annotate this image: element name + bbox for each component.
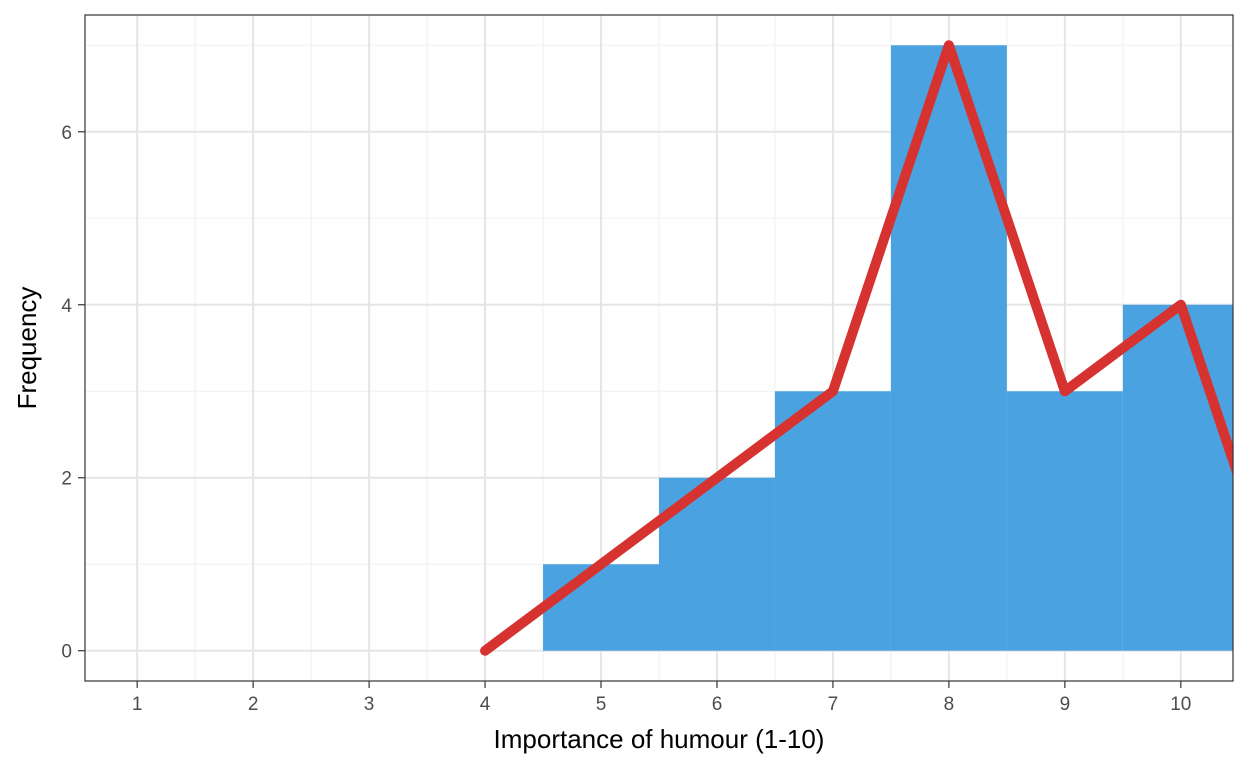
histogram-bar — [543, 564, 659, 651]
y-axis-title: Frequency — [12, 287, 42, 410]
frequency-line — [480, 40, 1233, 656]
x-tick-label: 7 — [828, 694, 839, 715]
x-tick-label: 2 — [248, 694, 259, 715]
panel-border — [84, 14, 1234, 682]
y-tick-label: 2 — [61, 469, 72, 490]
histogram-bar — [1006, 391, 1123, 651]
x-tick-label: 3 — [364, 694, 375, 715]
x-tick-label: 5 — [596, 694, 607, 715]
y-tick-label: 4 — [61, 296, 72, 317]
y-tick-label: 0 — [61, 642, 72, 663]
y-tick-label: 6 — [61, 123, 72, 144]
histogram-bar — [890, 45, 1007, 651]
y-axis: 0 2 4 6 — [61, 123, 85, 663]
x-tick-label: 8 — [944, 694, 955, 715]
histogram-bar — [774, 391, 891, 651]
x-axis: 1 2 3 4 5 6 7 8 9 10 — [132, 681, 1191, 715]
x-tick-label: 4 — [480, 694, 491, 715]
frequency-polygon — [480, 40, 1233, 656]
histogram-bar — [1122, 304, 1233, 651]
x-tick-label: 6 — [712, 694, 723, 715]
x-tick-label: 10 — [1170, 694, 1191, 715]
x-tick-label: 9 — [1060, 694, 1071, 715]
x-tick-label: 1 — [132, 694, 143, 715]
x-axis-title: Importance of humour (1-10) — [494, 724, 825, 754]
